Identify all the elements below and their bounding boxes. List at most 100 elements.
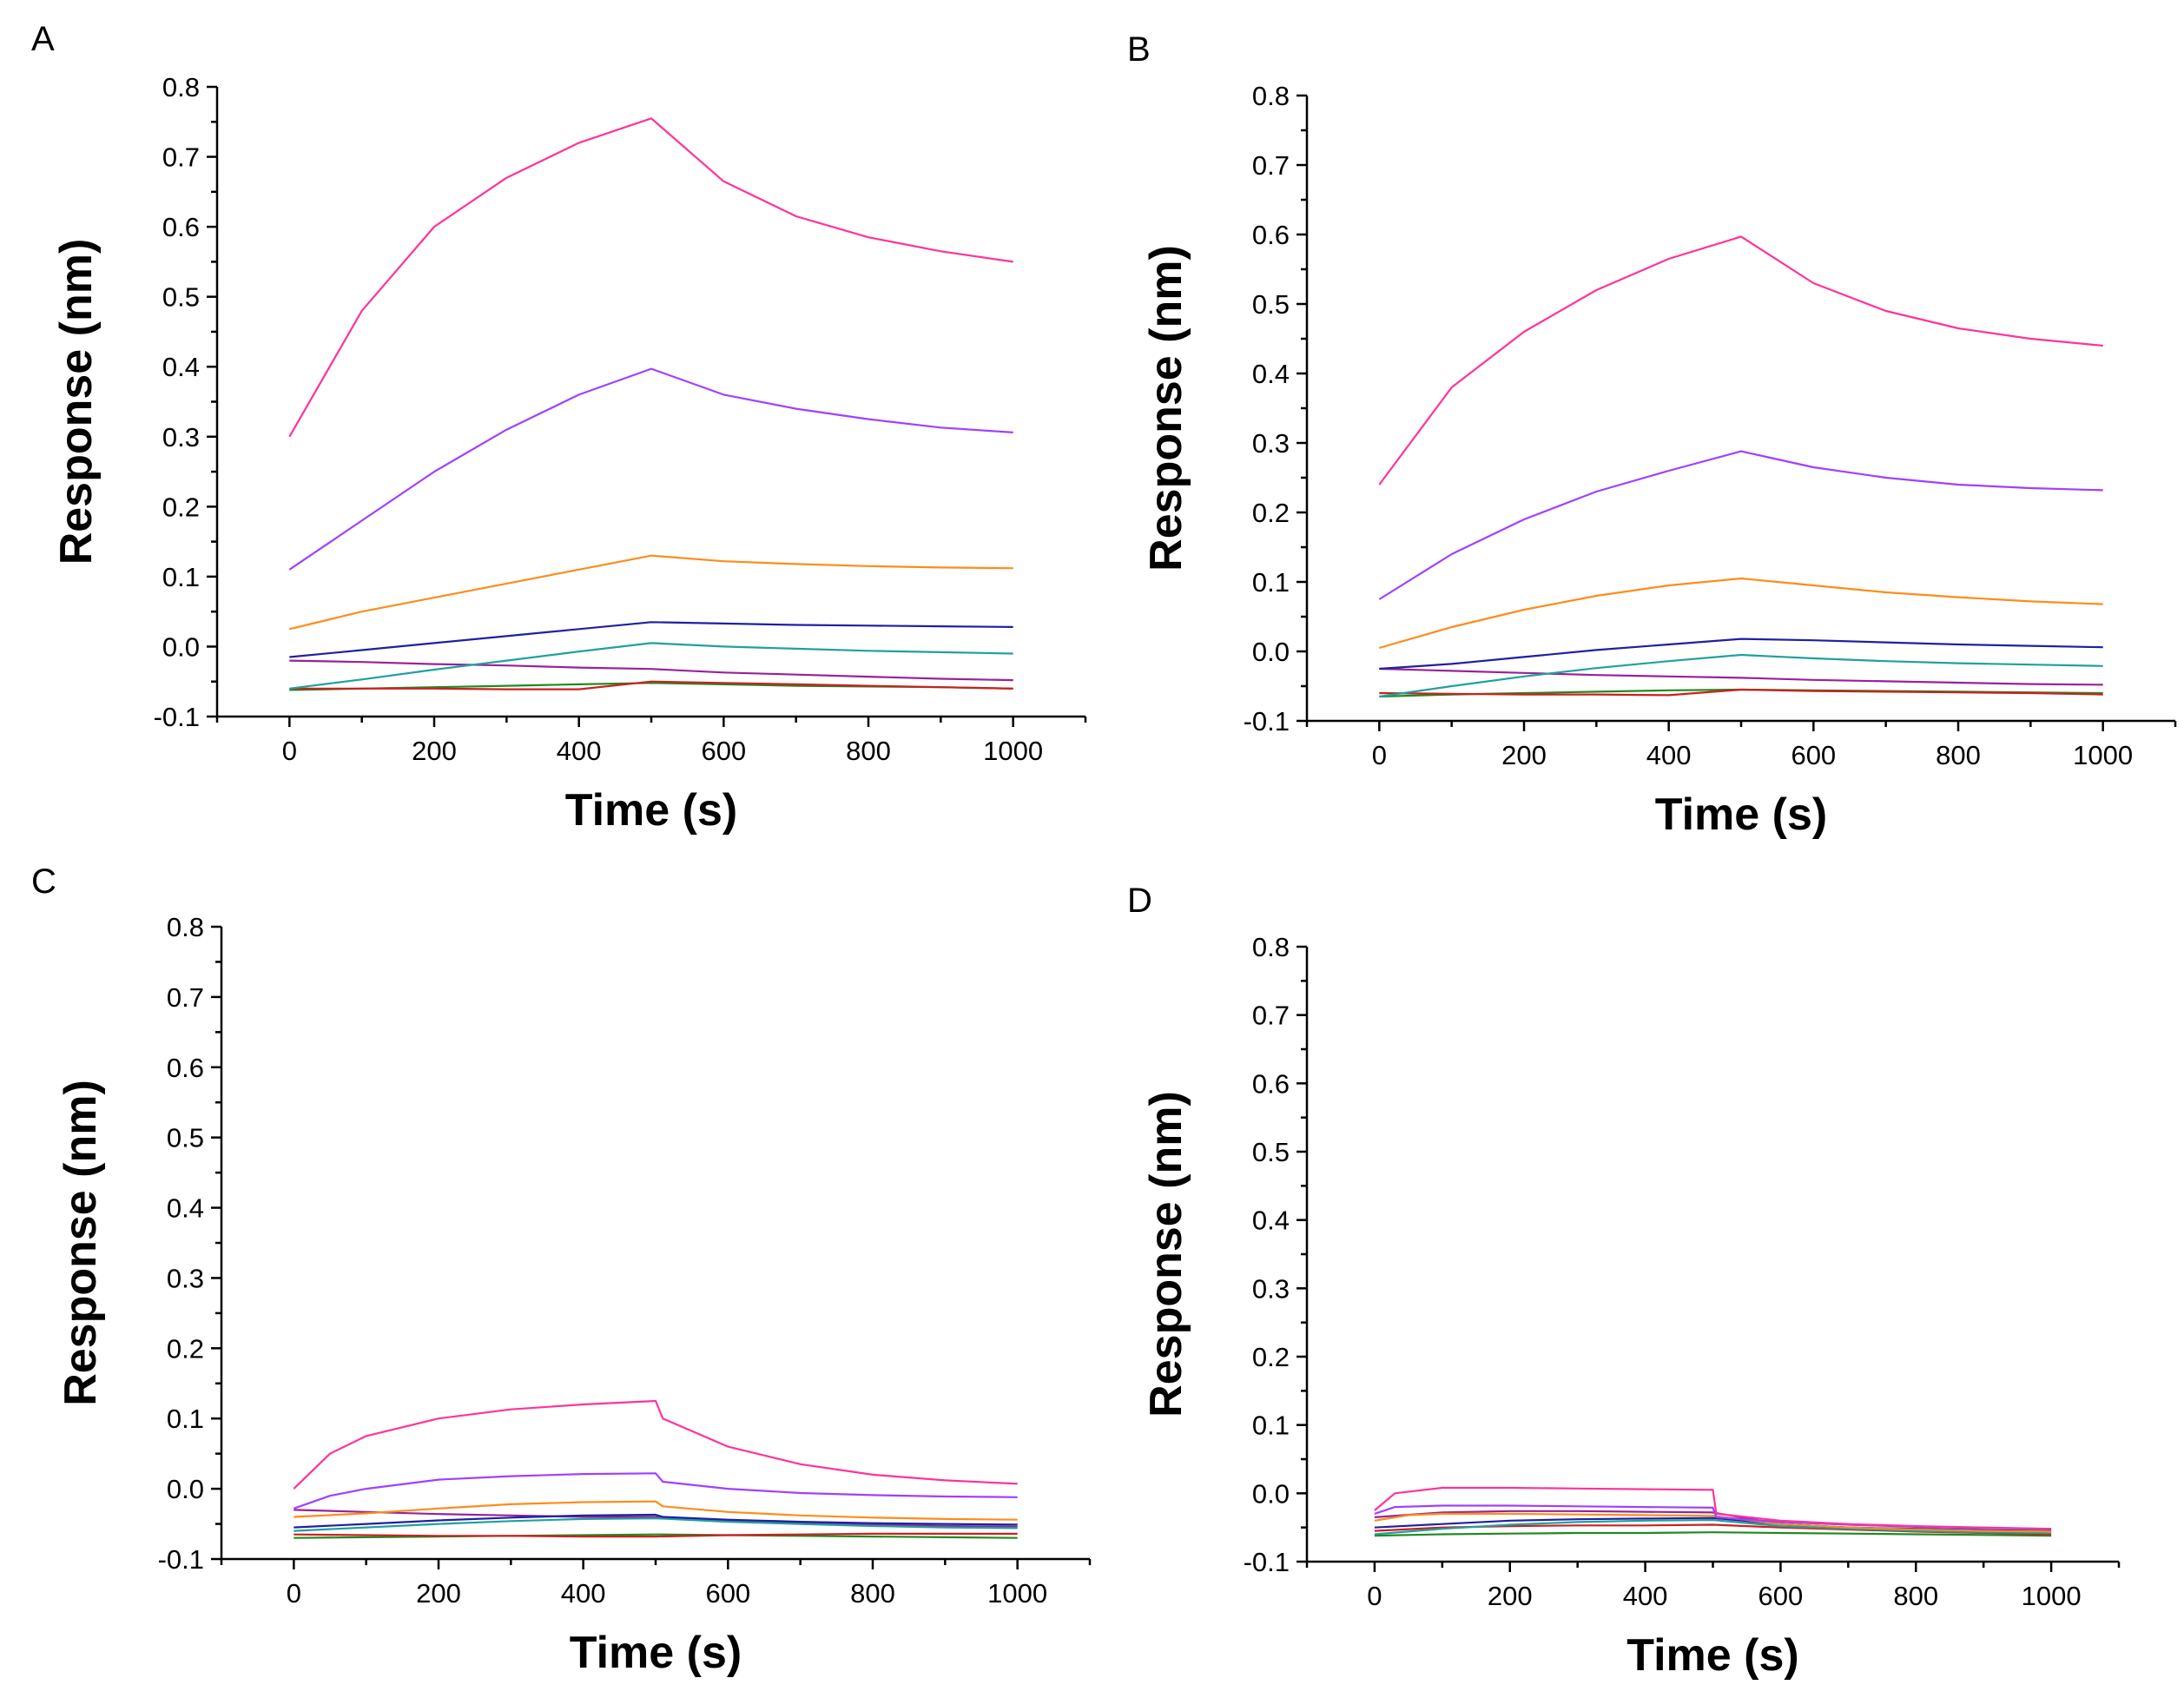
x-tick-label: 400 [561,1578,606,1609]
y-tick-label: 0.0 [1252,1478,1290,1509]
y-axis-title: Response (nm) [1141,1091,1191,1417]
series-line-orange [294,1500,1018,1521]
series-line-navy [294,1513,1018,1529]
x-tick-label: 600 [1758,1581,1804,1611]
y-tick-label: 0.3 [1252,1273,1290,1304]
y-tick-label: 0.4 [162,352,200,382]
y-tick-label: 0.8 [1252,81,1290,111]
y-tick-label: 0.8 [162,72,200,102]
series-line-violet [293,1472,1018,1510]
y-tick-label: 0.0 [162,631,200,662]
x-axis-title: Time (s) [1626,1630,1798,1681]
series-line-green [294,1533,1018,1539]
x-tick-label: 0 [1372,740,1387,770]
y-tick-label: 0.5 [167,1123,204,1153]
x-tick-label: 400 [1623,1581,1668,1611]
x-tick-label: 0 [287,1578,301,1609]
y-tick-label: -0.1 [154,702,200,732]
series-line-magenta [293,1399,1018,1490]
series-line-teal [289,642,1013,690]
y-tick-label: 0.1 [167,1404,204,1434]
y-tick-label: 0.4 [1252,359,1290,389]
series-line-teal [1379,653,2103,698]
y-axis-title: Response (nm) [51,239,102,565]
series-line-red [294,1532,1018,1538]
y-tick-label: 0.6 [167,1053,204,1083]
x-tick-label: 600 [701,736,746,766]
y-tick-label: 0.0 [167,1474,204,1504]
y-tick-label: 0.7 [1252,150,1290,181]
series-line-teal [1374,1518,2052,1536]
y-axis-title: Response (nm) [56,1080,106,1406]
panel-d: D -0.1 0.0 0.1 0.2 0.3 0.4 0.5 0.6 0.7 0.8 0 200 400 6… [1127,882,2121,1681]
y-tick-label: 0.8 [167,912,204,942]
y-tick-label: 0.3 [1252,428,1290,459]
y-tick-label: -0.1 [158,1544,204,1575]
series-line-navy [1379,638,2103,671]
x-tick-label: 200 [1488,1581,1533,1611]
series-line-orange [1374,1512,2052,1533]
x-tick-label: 600 [1791,740,1836,770]
y-tick-label: 0.6 [1252,220,1290,250]
y-tick-label: 0.0 [1252,637,1290,667]
series-line-purple [289,659,1013,682]
x-tick-label: 1000 [2073,740,2133,770]
x-tick-label: 200 [412,736,457,766]
y-tick-label: 0.7 [1252,1001,1290,1031]
y-tick-label: 0.6 [162,212,200,242]
series-line-green [1374,1531,2052,1537]
x-tick-label: 1000 [983,736,1043,766]
x-tick-label: 200 [416,1578,461,1609]
y-tick-label: 0.5 [1252,289,1290,320]
y-tick-label: 0.1 [1252,1411,1290,1441]
y-tick-label: -0.1 [1244,706,1290,737]
x-tick-label: 0 [282,736,297,766]
y-tick-label: 0.5 [1252,1137,1290,1167]
series-line-violet [1378,450,2103,600]
x-tick-label: 0 [1367,1581,1382,1611]
x-tick-label: 1000 [987,1578,1047,1609]
y-tick-label: 0.6 [1252,1068,1290,1099]
y-tick-label: 0.4 [1252,1206,1290,1236]
series-line-purple [294,1509,1018,1528]
panel-c: C -0.1 0.0 0.1 0.2 0.3 0.4 0.5 0.6 0.7 0.8 0 200 400 6… [31,862,1092,1678]
y-tick-label: 0.5 [162,282,200,313]
y-tick-label: 0.4 [167,1193,204,1224]
x-tick-label: 800 [1893,1581,1938,1611]
series-line-orange [1378,577,2103,650]
x-axis-title: Time (s) [1655,790,1827,840]
series-line-violet [288,367,1013,571]
panel-letter: C [31,862,56,901]
x-tick-label: 400 [1646,740,1692,770]
panel-b: B -0.1 0.0 0.1 0.2 0.3 0.4 0.5 0.6 0.7 0.8 0 200 400 6… [1127,30,2177,840]
series-line-red [289,680,1013,690]
y-tick-label: 0.1 [1252,567,1290,598]
y-tick-label: 0.2 [167,1333,204,1364]
x-axis-title: Time (s) [565,785,737,836]
panel-a: A -0.1 0.0 0.1 0.2 0.3 0.4 0.5 0.6 0.7 0.8 0 200 400 6… [31,20,1087,836]
x-tick-label: 800 [846,736,891,766]
y-tick-label: -0.1 [1244,1547,1290,1577]
series-line-teal [294,1517,1018,1532]
x-tick-label: 800 [850,1578,895,1609]
y-tick-label: 0.7 [167,982,204,1013]
y-tick-label: 0.8 [1252,932,1290,962]
y-tick-label: 0.1 [162,562,200,592]
y-tick-label: 0.3 [162,422,200,453]
series-line-magenta [1378,235,2103,486]
y-axis-title: Response (nm) [1141,245,1191,572]
series-line-navy [289,621,1013,658]
y-tick-label: 0.7 [162,142,200,173]
series-line-red [1379,688,2103,697]
panel-letter: D [1127,882,1152,920]
series-line-magenta [288,117,1013,438]
x-axis-title: Time (s) [570,1628,742,1678]
x-tick-label: 600 [705,1578,750,1609]
panel-letter: B [1127,30,1151,69]
y-tick-label: 0.3 [167,1263,204,1293]
panel-letter: A [31,20,55,58]
x-tick-label: 400 [557,736,602,766]
series-line-purple [1379,667,2103,686]
x-tick-label: 200 [1501,740,1547,770]
